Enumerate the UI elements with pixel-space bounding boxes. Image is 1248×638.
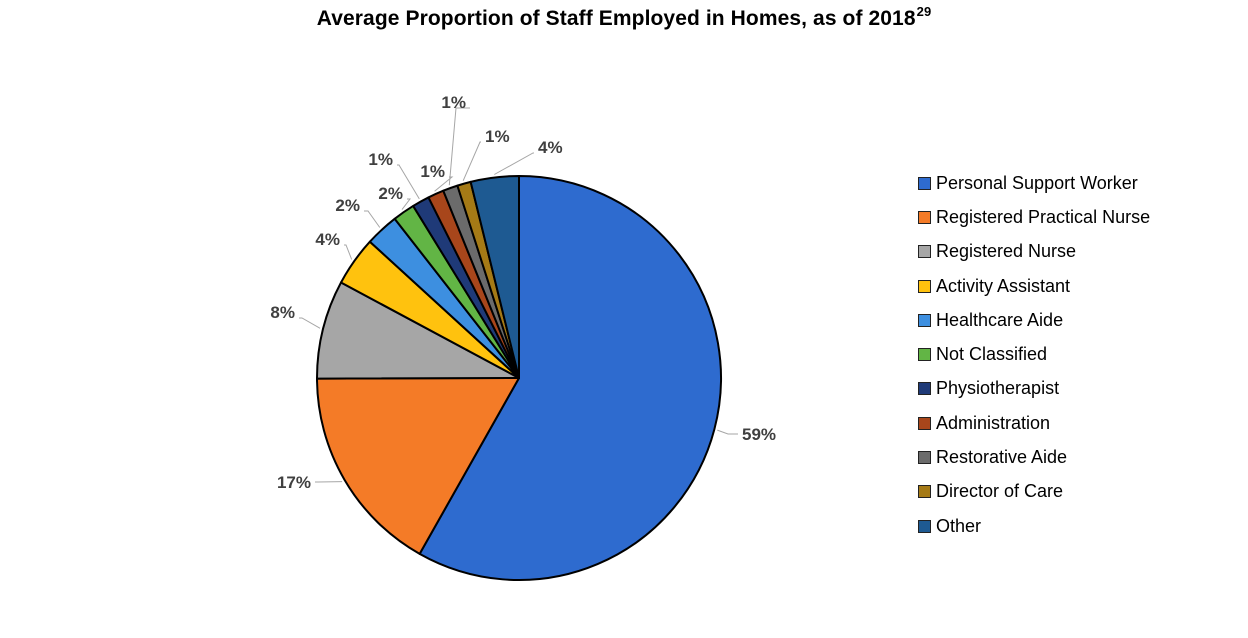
legend-item: Administration (918, 406, 1150, 440)
legend-swatch (918, 382, 931, 396)
leader-line (448, 107, 470, 186)
legend-swatch (918, 210, 931, 224)
legend-swatch (918, 416, 931, 430)
leader-line (494, 152, 534, 175)
leader-line (344, 244, 353, 260)
data-label: 4% (538, 138, 563, 157)
legend-label: Personal Support Worker (936, 172, 1138, 193)
legend-label: Registered Nurse (936, 241, 1077, 262)
legend-label: Registered Practical Nurse (936, 206, 1151, 227)
chart-title: Average Proportion of Staff Employed in … (0, 4, 1248, 31)
chart-title-text: Average Proportion of Staff Employed in … (316, 7, 916, 30)
data-label: 1% (441, 93, 466, 112)
legend-item: Healthcare Aide (918, 303, 1150, 337)
data-label: 59% (742, 425, 776, 444)
legend-swatch (918, 245, 931, 259)
data-label: 1% (368, 150, 393, 169)
legend-label: Administration (936, 412, 1051, 433)
legend-label: Not Classified (936, 344, 1048, 365)
leader-line-group (299, 107, 738, 483)
leader-line (717, 429, 738, 435)
legend-item: Not Classified (918, 337, 1150, 371)
data-label: 2% (335, 196, 360, 215)
legend-swatch (918, 451, 931, 465)
legend-item: Physiotherapist (918, 372, 1150, 406)
leader-line (462, 141, 481, 181)
legend-label: Other (936, 515, 982, 536)
legend-swatch (918, 313, 931, 327)
legend-item: Personal Support Worker (918, 166, 1150, 200)
legend-item: Director of Care (918, 475, 1150, 509)
legend-label: Healthcare Aide (936, 309, 1064, 330)
legend-item: Registered Nurse (918, 235, 1150, 269)
leader-line (397, 164, 420, 200)
pie-slice-personal-support-worker (418, 175, 722, 581)
legend-item: Restorative Aide (918, 440, 1150, 474)
pie-slice-registered-practical-nurse (316, 377, 520, 555)
legend-swatch (918, 519, 931, 533)
data-label: 2% (378, 184, 403, 203)
leader-line (401, 198, 412, 210)
legend-item: Registered Practical Nurse (918, 200, 1150, 234)
data-label: 1% (420, 162, 445, 181)
data-label: 8% (270, 303, 295, 322)
leader-line (364, 210, 381, 228)
legend: Personal Support Worker Registered Practi… (918, 166, 1150, 543)
legend-item: Activity Assistant (918, 269, 1150, 303)
data-label: 4% (315, 230, 340, 249)
data-label: 17% (277, 473, 311, 492)
legend-swatch (918, 485, 931, 499)
data-label-group: 59% 17% 8% 4% 2% 2% 1% 1% 1% 1% 4% (270, 93, 776, 492)
slice-group (315, 175, 722, 581)
leader-line (299, 317, 321, 329)
legend-label: Restorative Aide (936, 447, 1068, 468)
legend-swatch (918, 176, 931, 190)
title-footnote: 29 (916, 4, 932, 19)
legend-swatch (918, 348, 931, 362)
legend-label: Activity Assistant (936, 275, 1071, 296)
legend-swatch (918, 279, 931, 293)
pie-slice-registered-nurse (315, 281, 520, 380)
data-label: 1% (485, 127, 510, 146)
legend-item: Other (918, 509, 1150, 543)
legend-label: Director of Care (936, 481, 1064, 502)
pie-slice-other (469, 175, 520, 379)
legend-label: Physiotherapist (936, 378, 1060, 399)
